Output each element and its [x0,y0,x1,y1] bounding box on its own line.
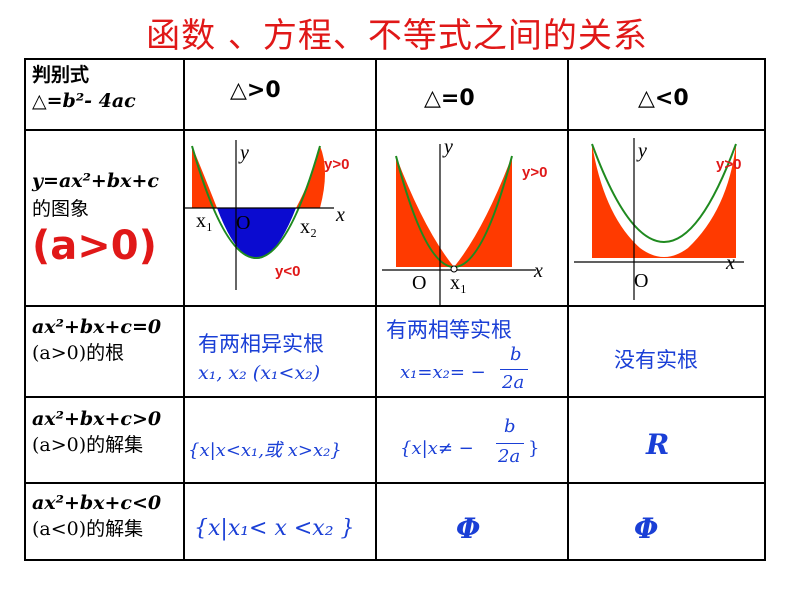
roots-none: 没有实根 [614,348,698,372]
g3-origin: O [634,270,649,292]
gt2-prefix: {x|x≠ − [400,438,474,459]
positive-region-left [396,156,454,267]
g3-y-positive: y>0 [716,156,742,173]
gt-solution-1: {x|x<x₁,或 x>x₂} [188,440,342,461]
roots-caption: (a>0)的根 [32,342,125,364]
header-negative: △<0 [638,86,689,111]
relation-table: 判别式 △=b²- 4ac △>0 △=0 △<0 y=ax²+bx+c 的图象… [24,58,766,561]
gt-solution-3: R [646,428,670,461]
two-distinct-text: 有两相异实根 [198,332,324,356]
g1-axis-x: x [336,204,345,226]
g2-origin: O [412,272,427,294]
negative-region [217,208,296,259]
parabola-curve [191,145,321,259]
gt-solution-2: {x|x≠ − b 2a } [400,416,560,478]
g2-axis-x: x [534,260,543,282]
frac-bar [500,369,528,370]
lt-row-label: ax²+bx+c<0 (a<0)的解集 [26,490,184,542]
g1-y-negative: y<0 [275,263,301,280]
graph-double-root [382,144,536,306]
discriminant-title: 判别式 [32,64,90,86]
header-positive: △>0 [230,78,281,103]
graph-two-roots [184,140,334,290]
g1-origin: O [236,212,251,234]
graph-caption: 的图象 [32,198,90,220]
double-root-formula: x₁=x₂= − [400,362,486,383]
table-grid [24,58,766,561]
gt-row-label: ax²+bx+c>0 (a>0)的解集 [26,406,184,458]
graph-no-root [574,138,744,300]
g2-y-positive: y>0 [522,164,548,181]
g2-axis-y: y [444,136,453,158]
g1-x1: x₁ [196,210,213,232]
roots-two-distinct: 有两相异实根 x₁, x₂ (x₁<x₂) [198,328,374,384]
gt2-suffix: } [528,438,540,459]
g3-axis-y: y [638,140,647,162]
two-distinct-values: x₁, x₂ (x₁<x₂) [198,362,321,384]
discriminant-label: 判别式 △=b²- 4ac [26,62,184,114]
a-positive-condition: (a>0) [32,223,157,269]
g2-x1: x₁ [450,272,467,294]
lt-solution-1: {x|x₁< x <x₂ } [194,516,355,541]
equation-formula: ax²+bx+c=0 [32,316,162,338]
header-zero: △=0 [424,86,475,111]
function-formula: y=ax²+bx+c [32,170,159,192]
roots-row-label: ax²+bx+c=0 (a>0)的根 [26,314,184,366]
parabola-curve [591,143,737,243]
g1-x2: x₂ [300,216,317,238]
double-root-text: 有两相等实根 [386,318,512,342]
lt-formula: ax²+bx+c<0 [32,492,162,514]
gt-caption: (a>0)的解集 [32,434,144,456]
page-title: 函数 、方程、不等式之间的关系 [146,16,648,56]
gt2-frac-bar [496,443,524,444]
discriminant-formula: △=b²- 4ac [32,90,136,112]
roots-double: 有两相等实根 x₁=x₂= − b 2a [386,314,568,400]
lt-caption: (a<0)的解集 [32,518,144,540]
positive-region-right [296,146,320,208]
positive-region-right [454,156,512,267]
frac-numerator: b [510,344,522,365]
lt-solution-2: Φ [456,512,481,545]
frac-denominator: 2a [502,372,525,393]
positive-region-left [192,146,217,208]
g1-axis-y: y [240,142,249,164]
tangent-point [450,265,458,273]
graph-row-label: y=ax²+bx+c 的图象 (a>0) [32,170,182,269]
gt-formula: ax²+bx+c>0 [32,408,162,430]
g1-y-positive: y>0 [324,156,350,173]
gt2-frac-denominator: 2a [498,446,521,467]
positive-region [592,144,736,258]
g3-axis-x: x [726,252,735,274]
lt-solution-3: Φ [634,512,659,545]
gt2-frac-numerator: b [504,416,516,437]
